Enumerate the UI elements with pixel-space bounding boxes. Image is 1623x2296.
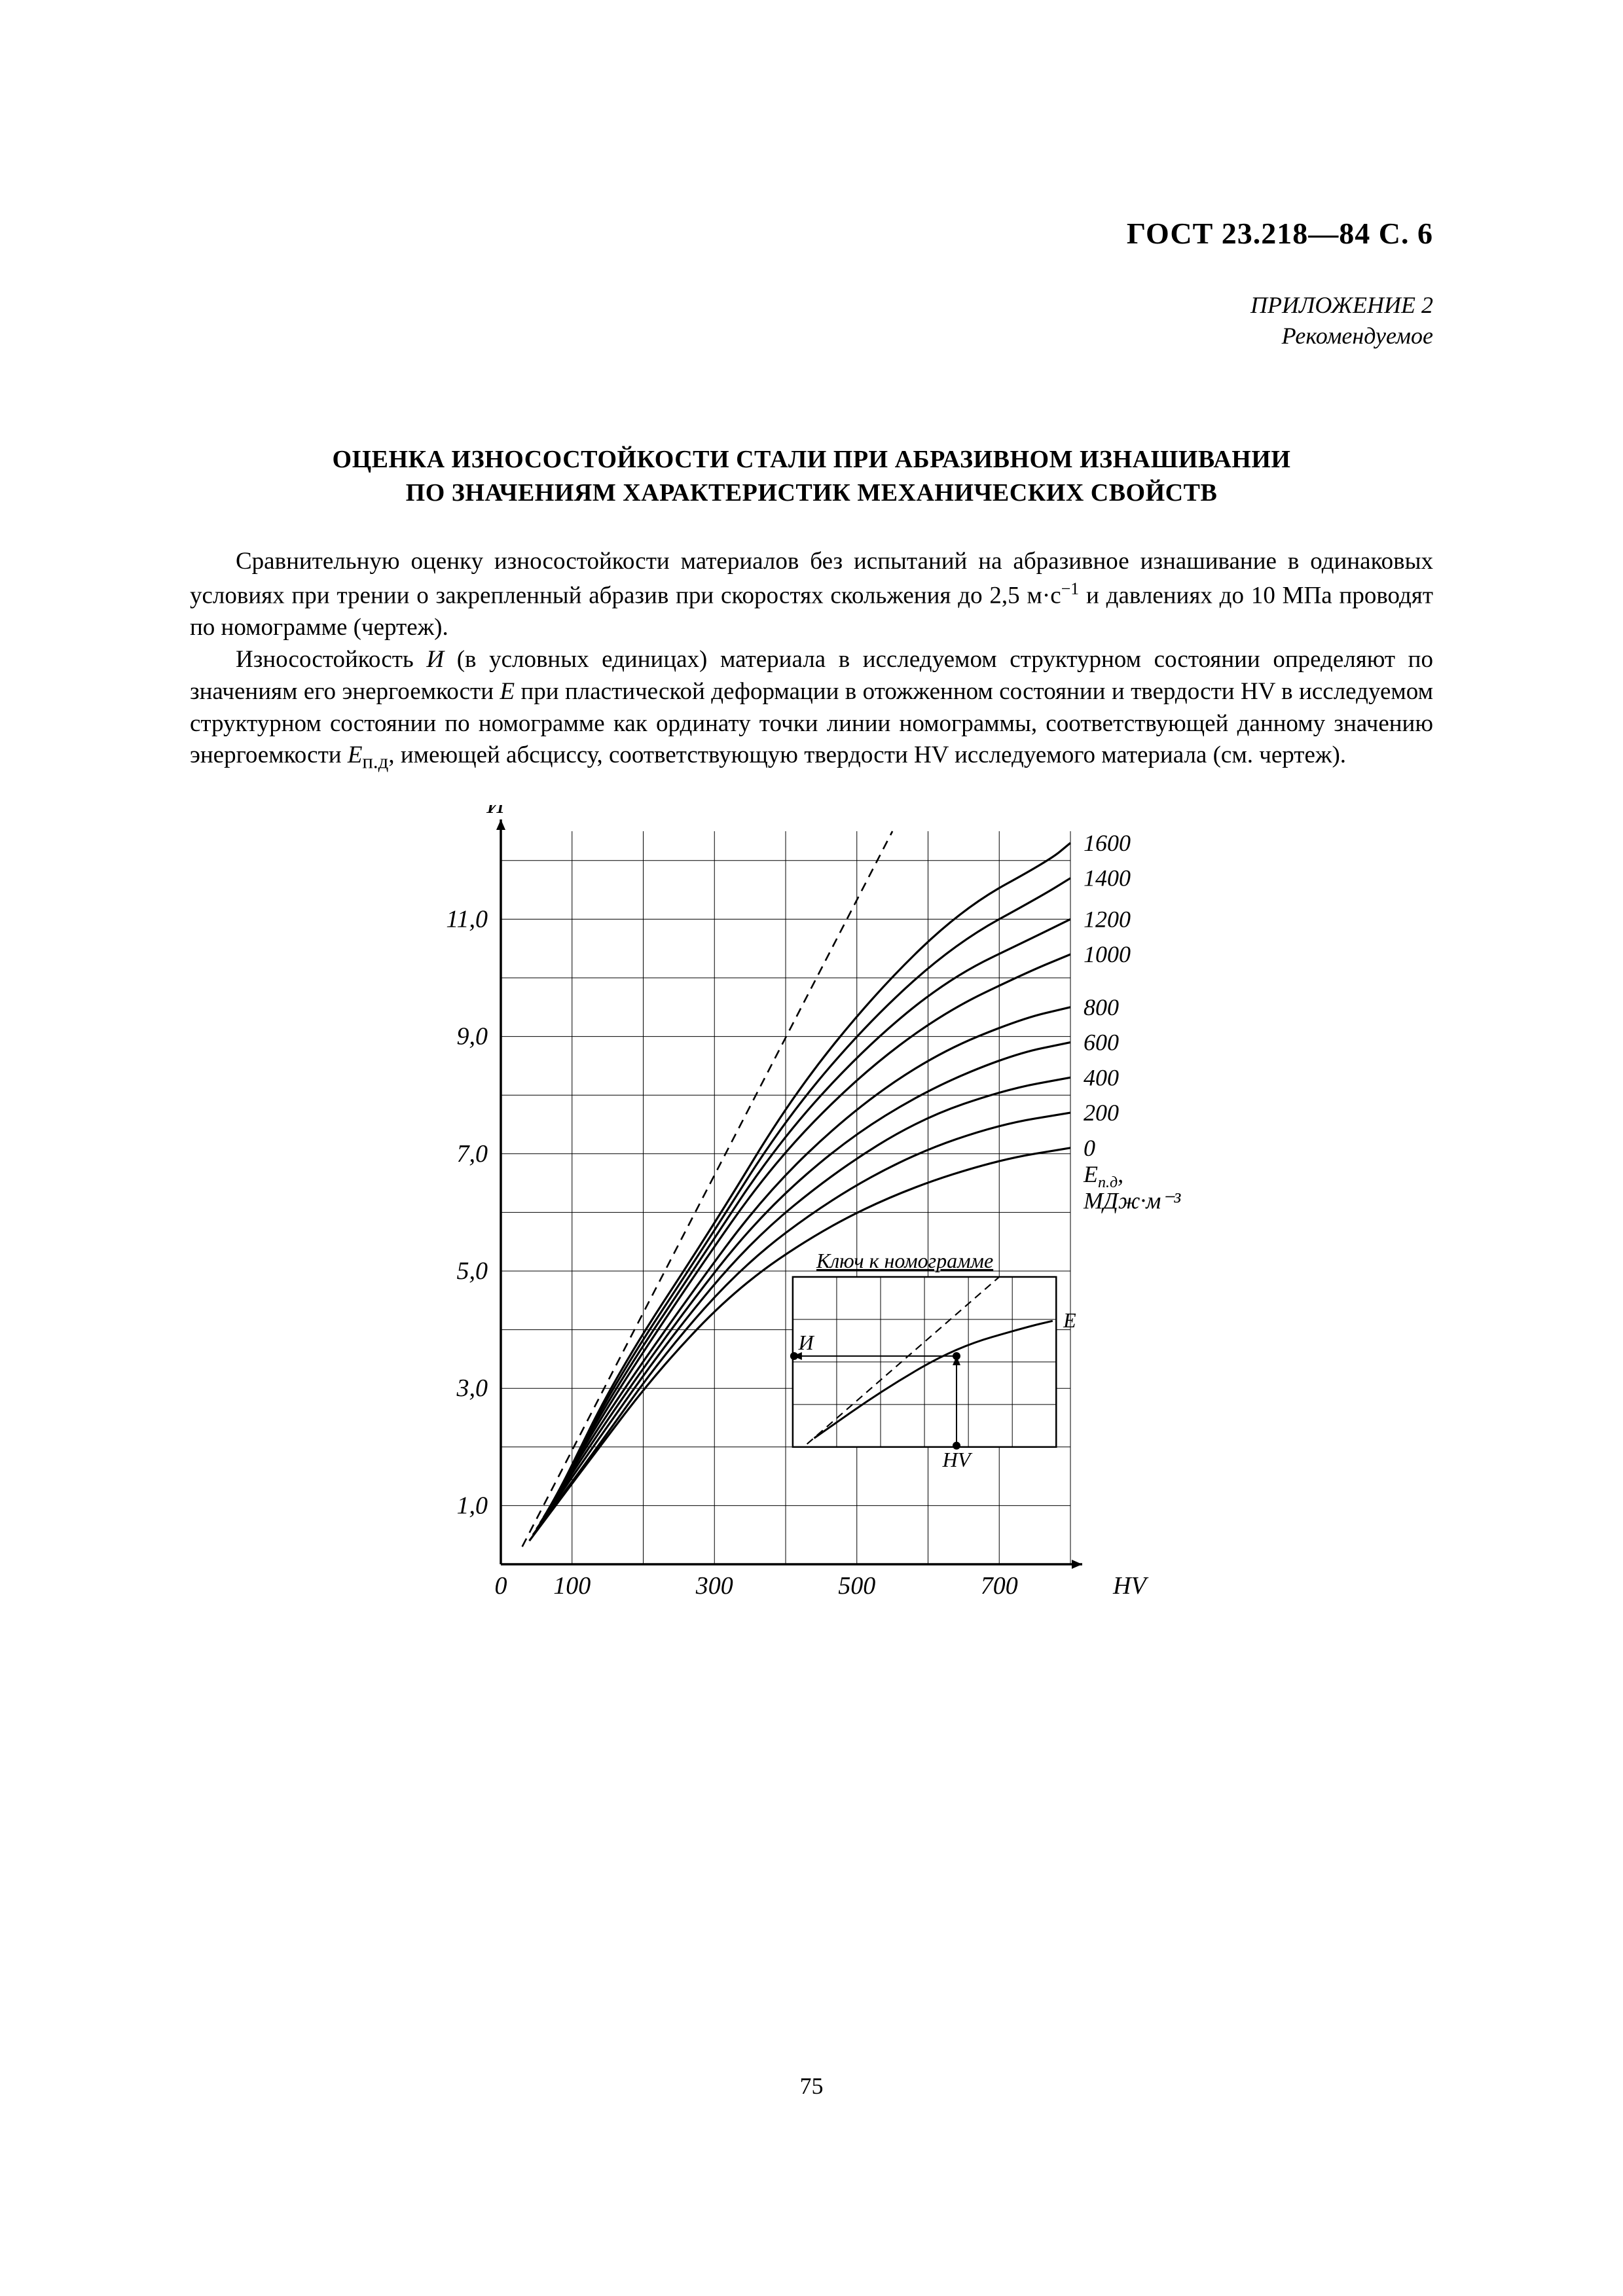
- svg-text:1,0: 1,0: [456, 1492, 488, 1519]
- p2-E: Е: [500, 678, 515, 705]
- nomogram-chart: 0 100 300 500 700 HV 1,0 3,0 5,0 7,0 9,0 11,0 И 1600 1…: [190, 805, 1433, 1633]
- title-line2: ПО ЗНАЧЕНИЯМ ХАРАКТЕРИСТИК МЕХАНИЧЕСКИХ …: [406, 479, 1218, 507]
- svg-text:0: 0: [1084, 1134, 1095, 1160]
- svg-text:0: 0: [494, 1572, 507, 1600]
- appendix-num: ПРИЛОЖЕНИЕ 2: [1250, 292, 1433, 318]
- title-line1: ОЦЕНКА ИЗНОСОСТОЙКОСТИ СТАЛИ ПРИ АБРАЗИВ…: [333, 446, 1291, 473]
- svg-text:E: E: [1063, 1308, 1076, 1332]
- svg-text:300: 300: [695, 1572, 733, 1600]
- appendix-type: Рекомендуемое: [1282, 323, 1433, 349]
- svg-text:100: 100: [553, 1572, 591, 1600]
- p2-I: И: [426, 646, 444, 673]
- svg-text:И: И: [797, 1330, 814, 1354]
- doc-header: ГОСТ 23.218—84 С. 6: [190, 216, 1433, 251]
- svg-text:9,0: 9,0: [456, 1022, 488, 1050]
- svg-text:1200: 1200: [1084, 906, 1131, 932]
- svg-text:5,0: 5,0: [456, 1257, 488, 1285]
- p1-sup: −1: [1061, 579, 1080, 598]
- svg-text:200: 200: [1084, 1100, 1119, 1126]
- svg-text:Ключ к номограмме: Ключ к номограмме: [815, 1249, 993, 1272]
- svg-text:3,0: 3,0: [456, 1374, 488, 1402]
- svg-text:1400: 1400: [1084, 865, 1131, 891]
- p2-Epd: Е: [348, 742, 363, 768]
- p2-sub: п.д: [362, 751, 388, 773]
- svg-text:1000: 1000: [1084, 941, 1131, 967]
- svg-text:HV: HV: [1112, 1572, 1148, 1600]
- svg-text:500: 500: [838, 1572, 875, 1600]
- svg-text:11,0: 11,0: [446, 905, 488, 933]
- svg-text:700: 700: [980, 1572, 1017, 1600]
- section-title: ОЦЕНКА ИЗНОСОСТОЙКОСТИ СТАЛИ ПРИ АБРАЗИВ…: [190, 443, 1433, 511]
- svg-text:800: 800: [1084, 994, 1119, 1020]
- svg-text:МДж·м⁻³: МДж·м⁻³: [1083, 1187, 1181, 1213]
- svg-text:600: 600: [1084, 1029, 1119, 1055]
- svg-text:400: 400: [1084, 1064, 1119, 1090]
- svg-text:HV: HV: [941, 1448, 972, 1471]
- p2-d: , имеющей абсциссу, соответствующую твер…: [388, 742, 1346, 768]
- svg-text:И: И: [486, 805, 506, 819]
- p2-a: Износостойкость: [236, 646, 426, 673]
- page: ГОСТ 23.218—84 С. 6 ПРИЛОЖЕНИЕ 2 Рекомен…: [0, 0, 1623, 2296]
- nomogram-svg: 0 100 300 500 700 HV 1,0 3,0 5,0 7,0 9,0 11,0 И 1600 1…: [422, 805, 1201, 1630]
- page-number: 75: [0, 2072, 1623, 2100]
- svg-text:Еп.д,: Еп.д,: [1083, 1161, 1123, 1191]
- appendix-block: ПРИЛОЖЕНИЕ 2 Рекомендуемое: [190, 290, 1433, 351]
- svg-text:1600: 1600: [1084, 829, 1131, 855]
- svg-text:7,0: 7,0: [456, 1139, 488, 1167]
- paragraph-2: Износостойкость И (в условных единицах) …: [190, 644, 1433, 776]
- paragraph-1: Сравнительную оценку износостойкости мат…: [190, 546, 1433, 644]
